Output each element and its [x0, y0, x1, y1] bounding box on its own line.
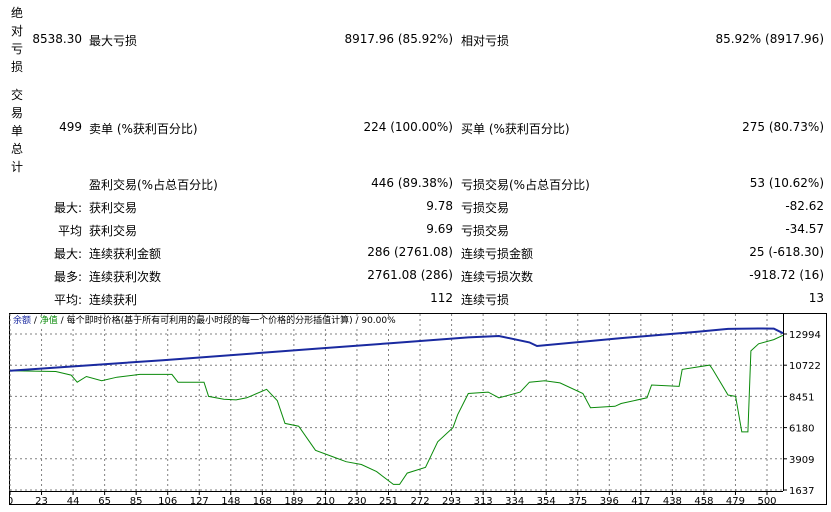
x-tick-label-23: 479 — [726, 496, 745, 505]
row-trades-label-1: 卖单 (%获利百分比) — [89, 122, 198, 136]
x-tick-label-0: 0 — [9, 496, 13, 505]
x-tick-label-1: 23 — [35, 496, 48, 505]
x-tick-label-14: 293 — [442, 496, 461, 505]
row-average-label-1: 获利交易 — [89, 224, 138, 238]
row-avg-consecutive-prefix: 平均: — [53, 293, 82, 307]
x-tick-label-22: 458 — [694, 496, 713, 505]
x-tick-label-6: 127 — [190, 496, 209, 505]
y-tick-label-0: 12994 — [789, 330, 821, 341]
row-max-consecutive-value-1: 286 (2761.08) — [367, 245, 453, 259]
row-trades-value-1: 224 (100.00%) — [363, 120, 453, 134]
x-tick-label-9: 189 — [284, 496, 303, 505]
legend-sep-1: / — [31, 316, 40, 326]
row-average-prefix: 平均 — [57, 224, 82, 238]
row-largest-value-2: -82.62 — [785, 199, 824, 213]
y-tick-label-3: 6180 — [789, 424, 814, 435]
y-tick-label-5: 1637 — [789, 486, 814, 497]
x-tick-label-20: 417 — [631, 496, 650, 505]
x-tick-label-13: 272 — [410, 496, 429, 505]
y-tick-label-2: 8451 — [789, 392, 814, 403]
row-max-consecutive-label-1: 连续获利金额 — [89, 247, 162, 261]
chart-svg: 0 23 44 65 85 106 127 148 168 189 210 230 251 272 293 3… — [9, 313, 827, 505]
row-largest-label-1: 获利交易 — [89, 201, 138, 215]
row-max-consecutive-label-2: 连续亏损金额 — [461, 247, 534, 261]
row-average-label-2: 亏损交易 — [461, 224, 510, 238]
row-max-consecutive-value-2: 25 (-618.30) — [749, 245, 824, 259]
x-tick-label-2: 44 — [67, 496, 80, 505]
balance-chart: 0 23 44 65 85 106 127 148 168 189 210 230 251 272 293 3… — [9, 313, 827, 505]
x-tick-label-17: 354 — [537, 496, 556, 505]
x-tick-label-5: 106 — [158, 496, 177, 505]
row-profit-loss-trades-value-2: 53 (10.62%) — [749, 176, 824, 190]
row-profit-loss-trades-value-1: 446 (89.38%) — [371, 176, 453, 190]
legend-sep-2: / — [57, 316, 67, 326]
x-tick-label-11: 230 — [347, 496, 366, 505]
row-most-consecutive-value-2: -918.72 (16) — [749, 268, 824, 282]
chart-frame — [9, 313, 827, 505]
row-largest-label-2: 亏损交易 — [461, 201, 510, 215]
legend-balance: 余额 — [13, 316, 32, 326]
row-average-value-1: 9.69 — [426, 222, 453, 236]
x-tick-label-10: 210 — [316, 496, 335, 505]
x-tick-label-24: 500 — [757, 496, 776, 505]
row-most-consecutive-prefix: 最多: — [53, 270, 82, 284]
y-tick-label-1: 10722 — [789, 361, 821, 372]
x-tick-label-19: 396 — [600, 496, 619, 505]
row-drawdown-value-1: 8917.96 (85.92%) — [344, 32, 453, 46]
balance-line — [9, 327, 784, 372]
total-trades-label: 交 易 单 总 计 — [10, 88, 23, 174]
x-tick-label-4: 85 — [130, 496, 143, 505]
x-tick-label-12: 251 — [379, 496, 398, 505]
x-tick-label-18: 375 — [568, 496, 587, 505]
chart-legend: 余额 / 净值 / 每个即时价格(基于所有可利用的最小时段的每一个价格的分形插值… — [13, 316, 396, 327]
x-tick-label-7: 148 — [221, 496, 240, 505]
row-avg-consecutive-label-2: 连续亏损 — [461, 293, 510, 307]
x-tick-label-3: 65 — [98, 496, 111, 505]
y-tick-label-4: 3909 — [789, 455, 814, 466]
row-trades-value-2: 275 (80.73%) — [742, 120, 824, 134]
row-drawdown-label-1: 最大亏损 — [89, 34, 138, 48]
x-tick-label-15: 313 — [474, 496, 493, 505]
x-tick-label-8: 168 — [253, 496, 272, 505]
legend-equity: 净值 — [39, 316, 58, 326]
row-avg-consecutive-value-2: 13 — [808, 291, 824, 305]
x-tick-label-21: 438 — [663, 496, 682, 505]
absolute-drawdown-label: 绝 对 亏 损 — [10, 6, 23, 74]
x-tick-label-16: 334 — [505, 496, 524, 505]
row-most-consecutive-value-1: 2761.08 (286) — [367, 268, 453, 282]
legend-note: 每个即时价格(基于所有可利用的最小时段的每一个价格的分形插值计算) / 90.0… — [66, 316, 396, 326]
row-largest-value-1: 9.78 — [426, 199, 453, 213]
row-avg-consecutive-value-1: 112 — [430, 291, 453, 305]
row-drawdown-label-2: 相对亏损 — [461, 34, 510, 48]
row-most-consecutive-label-1: 连续获利次数 — [89, 270, 162, 284]
row-trades-label-2: 买单 (%获利百分比) — [461, 122, 570, 136]
row-drawdown-value-2: 85.92% (8917.96) — [715, 32, 824, 46]
row-max-consecutive-prefix: 最大: — [53, 247, 82, 261]
row-average-value-2: -34.57 — [785, 222, 824, 236]
row-avg-consecutive-label-1: 连续获利 — [89, 293, 138, 307]
equity-line — [9, 334, 784, 485]
row-drawdown-value-0: 8538.30 — [32, 32, 82, 46]
row-largest-prefix: 最大: — [53, 201, 82, 215]
row-most-consecutive-label-2: 连续亏损次数 — [461, 270, 534, 284]
row-profit-loss-trades-label-2: 亏损交易(%占总百分比) — [461, 178, 590, 192]
row-trades-value-0: 499 — [59, 120, 82, 134]
row-profit-loss-trades-label-1: 盈利交易(%占总百分比) — [89, 178, 218, 192]
